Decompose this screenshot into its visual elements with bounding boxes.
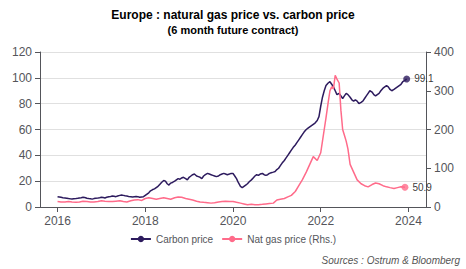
svg-text:2022: 2022 — [307, 214, 334, 228]
svg-text:Nat gas price (Rhs.): Nat gas price (Rhs.) — [247, 234, 336, 245]
svg-text:2024: 2024 — [395, 214, 422, 228]
svg-text:80: 80 — [19, 97, 33, 111]
svg-text:2016: 2016 — [44, 214, 71, 228]
svg-text:0: 0 — [434, 200, 441, 214]
svg-text:200: 200 — [434, 123, 454, 137]
svg-text:120: 120 — [12, 45, 32, 59]
svg-text:400: 400 — [434, 45, 454, 59]
svg-text:(6 month future contract): (6 month future contract) — [168, 24, 299, 36]
svg-text:300: 300 — [434, 84, 454, 98]
svg-text:50.9: 50.9 — [412, 182, 432, 193]
svg-text:20: 20 — [19, 174, 33, 188]
svg-text:100: 100 — [434, 161, 454, 175]
svg-text:Carbon price: Carbon price — [156, 234, 214, 245]
svg-text:100: 100 — [12, 71, 32, 85]
svg-text:2018: 2018 — [132, 214, 159, 228]
svg-text:2020: 2020 — [220, 214, 247, 228]
svg-text:Sources : Ostrum & Bloomberg: Sources : Ostrum & Bloomberg — [322, 255, 461, 266]
svg-text:99.1: 99.1 — [414, 73, 434, 84]
svg-text:40: 40 — [19, 148, 33, 162]
svg-text:0: 0 — [25, 200, 32, 214]
svg-text:60: 60 — [19, 123, 33, 137]
svg-text:Europe : natural gas price vs.: Europe : natural gas price vs. carbon pr… — [111, 8, 355, 22]
